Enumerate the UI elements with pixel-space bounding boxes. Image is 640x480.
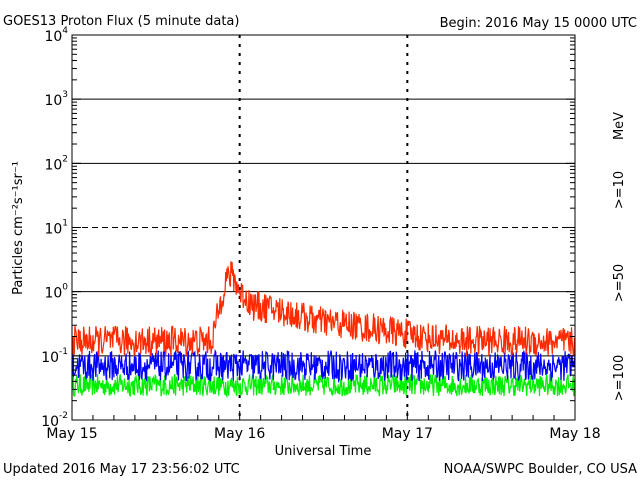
series-line-ge100 xyxy=(71,372,576,399)
credit-label: NOAA/SWPC Boulder, CO USA xyxy=(444,462,637,477)
legend-series-50: >=50 xyxy=(612,264,627,302)
data-series xyxy=(71,261,576,399)
series-line-ge10 xyxy=(71,261,576,359)
y-tick-label: 101 xyxy=(44,219,68,238)
y-tick-label: 103 xyxy=(44,90,68,109)
legend-unit: MeV xyxy=(612,112,627,140)
y-tick-label: 10-2 xyxy=(41,411,68,430)
x-tick-label: May 18 xyxy=(549,426,600,442)
x-tick-label: May 16 xyxy=(214,426,265,442)
updated-timestamp: Updated 2016 May 17 23:56:02 UTC xyxy=(3,462,240,477)
begin-timestamp: Begin: 2016 May 15 0000 UTC xyxy=(440,16,637,31)
y-tick-label: 104 xyxy=(44,26,68,45)
x-tick-label: May 15 xyxy=(46,426,97,442)
y-axis-ticks: 10-2 10-1 100 101 102 103 104 xyxy=(41,26,575,430)
legend: MeV >=10 >=50 >=100 xyxy=(612,112,627,401)
grid-lines xyxy=(72,34,575,420)
legend-series-10: >=10 xyxy=(612,171,627,209)
y-tick-label: 100 xyxy=(44,283,68,302)
x-tick-label: May 17 xyxy=(382,426,433,442)
y-tick-label: 10-1 xyxy=(41,347,68,366)
x-axis-label: Universal Time xyxy=(275,444,372,459)
legend-series-100: >=100 xyxy=(612,355,627,402)
y-axis-label: Particles cm⁻²s⁻¹sr⁻¹ xyxy=(11,161,26,295)
x-axis-ticks: May 15 May 16 May 17 May 18 xyxy=(46,411,601,442)
y-tick-label: 102 xyxy=(44,154,68,173)
chart-title: GOES13 Proton Flux (5 minute data) xyxy=(3,14,239,29)
